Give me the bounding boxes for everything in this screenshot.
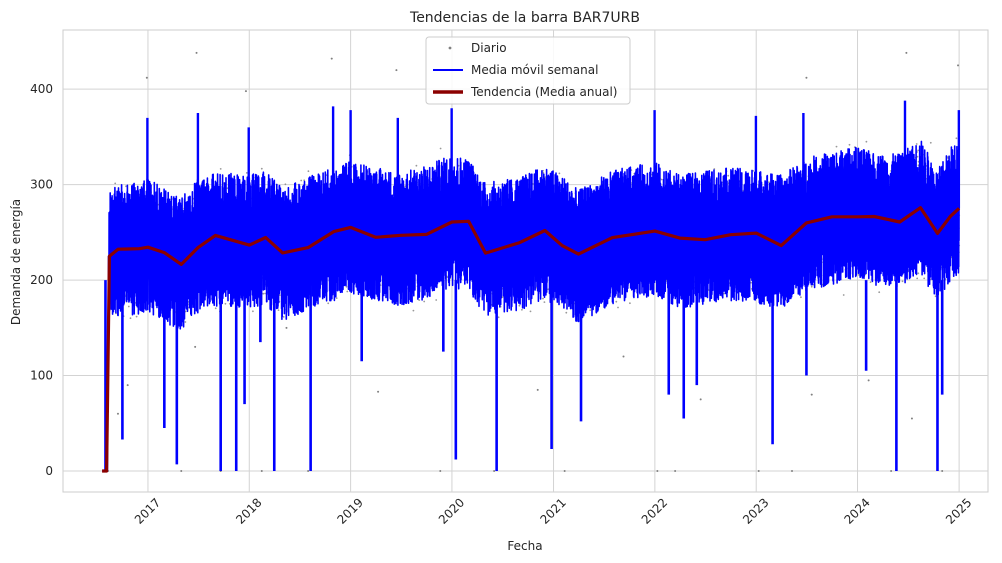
daily-point [135, 315, 138, 318]
daily-point [518, 304, 521, 307]
daily-point [558, 172, 561, 175]
daily-point [335, 297, 338, 299]
daily-point [184, 321, 187, 323]
daily-point [423, 300, 426, 303]
daily-point [542, 297, 544, 300]
daily-point [412, 309, 415, 312]
daily-point [565, 311, 568, 314]
daily-point [435, 299, 438, 301]
daily-point [497, 316, 500, 319]
daily-point [129, 317, 132, 320]
daily-point [260, 167, 263, 170]
daily-point [214, 307, 217, 310]
daily-point [543, 301, 546, 303]
daily-point [307, 170, 310, 173]
daily-point [284, 183, 287, 186]
daily-point [346, 290, 349, 293]
daily-point [127, 305, 130, 308]
daily-point [264, 292, 266, 295]
daily-point [282, 316, 285, 318]
daily-point [125, 185, 127, 188]
daily-point [252, 310, 254, 313]
daily-point [521, 308, 523, 311]
daily-point [262, 292, 265, 295]
daily-point [219, 168, 222, 170]
daily-point [300, 179, 303, 182]
daily-point [277, 309, 280, 311]
daily-point [529, 310, 532, 313]
daily-point [327, 302, 330, 305]
daily-point [439, 147, 442, 150]
daily-point [114, 182, 117, 185]
daily-point [224, 302, 227, 305]
daily-point [245, 172, 248, 174]
daily-point [415, 164, 418, 167]
